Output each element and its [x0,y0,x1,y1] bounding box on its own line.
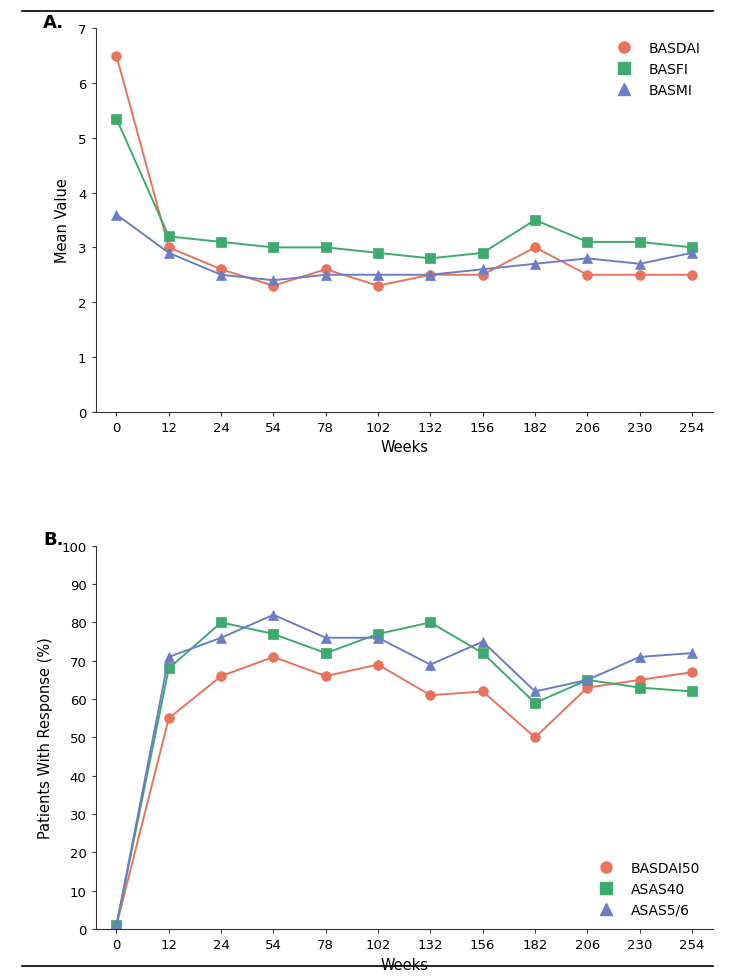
Y-axis label: Patients With Response (%): Patients With Response (%) [38,637,53,838]
Legend: BASDAI, BASFI, BASMI: BASDAI, BASFI, BASMI [604,36,706,104]
Y-axis label: Mean Value: Mean Value [54,178,70,263]
Text: A.: A. [43,14,64,32]
X-axis label: Weeks: Weeks [380,440,429,455]
Text: B.: B. [43,531,63,549]
Legend: BASDAI50, ASAS40, ASAS5/6: BASDAI50, ASAS40, ASAS5/6 [587,855,706,922]
X-axis label: Weeks: Weeks [380,956,429,971]
